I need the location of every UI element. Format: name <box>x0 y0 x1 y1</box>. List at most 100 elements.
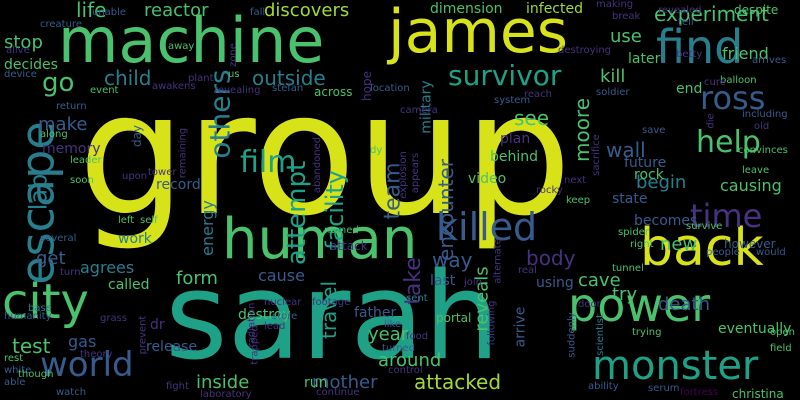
word-ross: ross <box>700 79 766 117</box>
word-camera: camera <box>400 105 438 116</box>
word-field: field <box>770 343 792 354</box>
word-machine: machine <box>58 4 325 77</box>
word-location: location <box>370 83 410 94</box>
word-attempt: attempt <box>282 160 313 266</box>
word-outside: outside <box>252 66 326 90</box>
word-moore: moore <box>570 97 595 163</box>
word-self: self <box>140 215 158 226</box>
word-reach: reach <box>524 89 553 100</box>
word-try: try <box>612 284 638 305</box>
word-experiment: experiment <box>654 2 769 26</box>
word-watch: watch <box>56 387 87 398</box>
word-event: event <box>90 85 119 96</box>
word-like: like <box>384 319 402 330</box>
word-would: would <box>756 247 786 258</box>
word-dy: dy <box>370 145 383 156</box>
word-mother: mother <box>312 372 378 393</box>
word-christina: christina <box>732 387 784 400</box>
word-fortress: fortress <box>680 387 719 398</box>
word-attacked: attacked <box>414 370 502 394</box>
word-inside: inside <box>196 372 250 393</box>
word-keep: keep <box>566 195 591 206</box>
word-away: away <box>168 41 195 52</box>
word-monster: monster <box>592 343 759 389</box>
word-agrees: agrees <box>80 258 135 277</box>
word-see: see <box>514 106 550 130</box>
word-arrives: arrives <box>752 55 787 66</box>
word-abandoned: abandoned <box>312 136 324 194</box>
word-serum: serum <box>648 383 680 394</box>
word-find: find <box>656 20 744 74</box>
word-later: later <box>628 51 661 67</box>
word-open: open <box>770 327 795 338</box>
word-rest: rest <box>4 353 24 364</box>
word-revealed: revealed <box>658 5 702 16</box>
word-spider: spider <box>618 227 649 238</box>
word-destroy: destroy <box>238 307 291 323</box>
word-arrive: arrive <box>512 306 529 348</box>
word-destroying: destroying <box>558 45 612 56</box>
word-food: food <box>406 331 429 342</box>
word-humanity: humanity <box>4 311 52 322</box>
word-appears: appears <box>410 152 422 194</box>
word-revealing: revealing <box>214 85 261 96</box>
word-causing: causing <box>720 176 782 195</box>
word-rock: rock <box>634 167 664 183</box>
word-fight: fight <box>166 381 189 392</box>
word-dimension: dimension <box>430 1 503 17</box>
word-wall: wall <box>606 138 646 162</box>
word-called: called <box>108 277 150 293</box>
word-scientist: scientist <box>594 314 606 356</box>
word-convinces: convinces <box>738 145 788 156</box>
word-james: james <box>388 0 569 67</box>
word-store: store <box>272 311 298 322</box>
word-named: named <box>324 225 359 236</box>
word-unable: unable <box>92 7 127 18</box>
word-back: back <box>640 218 764 278</box>
word-tell: tell <box>678 17 694 28</box>
word-right: right <box>630 239 654 250</box>
word-last: last <box>430 273 456 289</box>
word-release: release <box>146 339 198 355</box>
word-die: die <box>705 113 717 129</box>
word-infected: infected <box>526 1 583 17</box>
word-able: able <box>4 377 26 388</box>
word-footage: footage <box>312 297 351 308</box>
word-year: year <box>368 324 409 345</box>
word-lead: lead <box>264 321 286 332</box>
word-time: time <box>690 197 763 235</box>
word-future: future <box>624 155 667 171</box>
word-alternate: alternate <box>492 238 504 284</box>
word-trapped: trapped <box>249 325 261 365</box>
word-continue: continue <box>316 387 360 398</box>
word-record: record <box>156 177 201 193</box>
word-however: however <box>724 237 776 251</box>
word-begin: begin <box>636 172 687 193</box>
word-tower: tower <box>148 167 177 178</box>
word-eventually: eventually <box>718 321 792 337</box>
word-discovers: discovers <box>264 0 350 21</box>
word-door: door <box>578 299 601 310</box>
word-film: film <box>240 145 297 180</box>
word-fall: fall <box>250 7 266 18</box>
word-along: along <box>40 129 68 140</box>
word-run: run <box>304 375 328 391</box>
word-dr: dr <box>150 317 165 333</box>
word-break: break <box>612 11 641 22</box>
word-form: form <box>176 268 218 289</box>
word-turn: turn <box>60 267 81 278</box>
word-next: next <box>564 175 587 186</box>
word-tunnel: tunnel <box>612 263 644 274</box>
word-sacrifice: sacrifice <box>590 134 602 176</box>
word-several: several <box>40 233 77 244</box>
word-join: join <box>464 277 483 288</box>
word-soldier: soldier <box>596 87 630 98</box>
word-real: real <box>518 265 537 276</box>
word-world: world <box>40 345 134 385</box>
word-following: following <box>486 300 498 346</box>
word-lab: lab <box>24 173 53 211</box>
word-survivor: survivor <box>448 59 562 92</box>
word-explosion: explosion <box>397 151 409 199</box>
word-power: power <box>568 278 711 332</box>
